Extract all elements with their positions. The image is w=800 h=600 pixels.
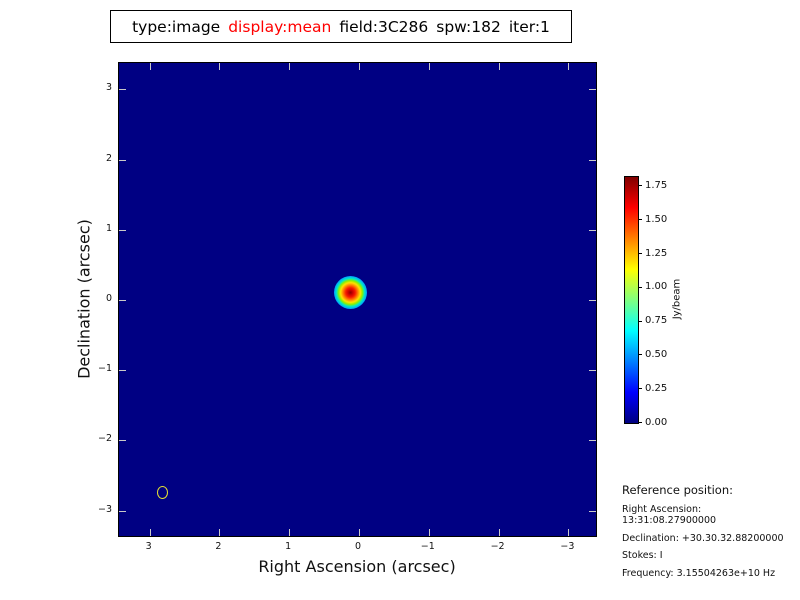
x-tick-mark	[219, 529, 221, 536]
beam-ellipse-marker	[157, 486, 168, 499]
y-tick-mark	[119, 370, 126, 372]
x-tick-mark	[149, 529, 151, 536]
x-axis-label: Right Ascension (arcsec)	[258, 557, 456, 576]
point-source-blob	[334, 276, 367, 309]
colorbar-tick-label: 0.00	[645, 416, 668, 428]
x-tick-mark	[428, 529, 430, 536]
title-segment: field:3C286	[339, 17, 429, 36]
colorbar-tick-mark	[638, 286, 642, 288]
y-tick-mark	[589, 229, 596, 231]
reference-header: Reference position:	[622, 483, 733, 497]
y-tick-mark	[589, 89, 596, 91]
reference-frequency: Frequency: 3.15504263e+10 Hz	[622, 567, 776, 579]
image-plot-area	[118, 62, 597, 537]
reference-stokes: Stokes: I	[622, 550, 663, 561]
y-tick-label: −2	[97, 433, 112, 445]
colorbar-tick-label: 0.25	[645, 382, 668, 394]
x-tick-label: 2	[215, 541, 222, 552]
x-tick-mark	[568, 529, 570, 536]
y-tick-mark	[119, 440, 126, 442]
y-tick-mark	[119, 89, 126, 91]
title-box: type:image display:mean field:3C286 spw:182…	[110, 10, 572, 43]
x-tick-mark	[498, 63, 500, 70]
x-tick-mark	[149, 63, 151, 70]
x-tick-label: −2	[490, 541, 505, 552]
x-tick-label: 1	[285, 541, 292, 552]
x-tick-label: −1	[420, 541, 435, 552]
colorbar-tick-label: 0.75	[645, 315, 668, 327]
y-tick-label: 2	[105, 152, 112, 164]
reference-position-block: Reference position: Right Ascension: 13:…	[622, 483, 798, 585]
title-segment: display:mean	[228, 17, 332, 36]
y-tick-label: 3	[105, 82, 112, 94]
y-tick-label: 0	[105, 293, 112, 304]
x-tick-label: 3	[145, 541, 152, 552]
colorbar-gradient	[624, 176, 639, 424]
x-tick-mark	[568, 63, 570, 70]
colorbar-tick-label: 1.25	[645, 247, 668, 259]
colorbar-tick-label: 1.50	[645, 213, 668, 225]
y-tick-label: −3	[97, 503, 112, 515]
title-segment: spw:182	[436, 17, 501, 36]
x-tick-mark	[359, 529, 360, 536]
y-tick-mark	[589, 440, 596, 442]
colorbar-tick-mark	[638, 253, 642, 255]
y-tick-mark	[589, 370, 596, 372]
colorbar-tick-mark	[638, 320, 642, 322]
colorbar-tick-label: 1.75	[645, 179, 668, 191]
x-tick-mark	[289, 63, 291, 70]
colorbar-tick-label: 0.50	[645, 348, 668, 360]
colorbar-tick-mark	[638, 185, 642, 187]
x-tick-label: 0	[354, 541, 362, 552]
x-tick-mark	[359, 63, 360, 70]
colorbar-tick-mark	[638, 219, 642, 221]
reference-ra: Right Ascension: 13:31:08.27900000	[622, 504, 717, 526]
colorbar-unit-label: Jy/beam	[671, 278, 683, 320]
x-tick-mark	[289, 529, 291, 536]
reference-dec: Declination: +30.30.32.88200000	[622, 532, 784, 544]
colorbar-tick-mark	[638, 354, 642, 356]
y-tick-mark	[119, 229, 126, 231]
y-tick-mark	[119, 300, 126, 301]
x-tick-mark	[428, 63, 430, 70]
colorbar-tick-mark	[638, 422, 642, 423]
colorbar-tick-mark	[638, 388, 642, 390]
colorbar-tick-label: 1.00	[645, 281, 668, 293]
x-tick-mark	[498, 529, 500, 536]
title-segment: type:image	[132, 17, 221, 36]
x-tick-label: −3	[560, 541, 575, 552]
y-tick-mark	[589, 510, 596, 512]
y-tick-mark	[589, 300, 596, 301]
y-tick-mark	[589, 159, 596, 161]
title-segment: iter:1	[508, 17, 550, 36]
y-tick-label: −1	[97, 363, 112, 375]
y-tick-mark	[119, 510, 126, 512]
y-tick-mark	[119, 159, 126, 161]
x-tick-mark	[219, 63, 221, 70]
y-tick-label: 1	[105, 222, 112, 234]
